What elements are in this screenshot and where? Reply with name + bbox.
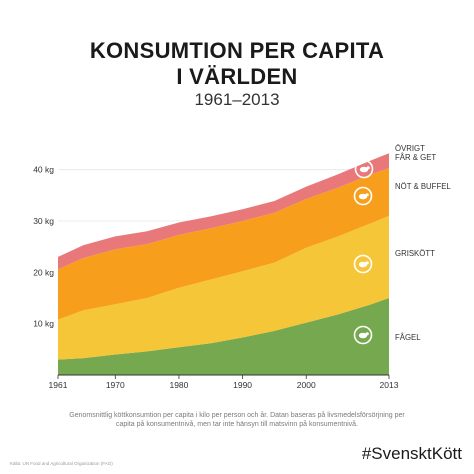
icon-head xyxy=(365,332,369,336)
icon-body xyxy=(359,166,369,173)
icon-body xyxy=(358,332,368,339)
hashtag: #SvensktKött xyxy=(361,444,462,463)
icon-body xyxy=(358,261,368,268)
label-not-buffel: NÖT & BUFFEL xyxy=(395,182,451,191)
sheep-icon xyxy=(354,159,374,179)
icon-body xyxy=(358,193,368,200)
chart-caption: Genomsnittlig köttkonsumtion per capita … xyxy=(69,412,405,428)
title-line-2: I VÄRLDEN xyxy=(176,64,298,89)
x-tick-label: 2000 xyxy=(297,380,316,390)
chart-title: KONSUMTION PER CAPITA I VÄRLDEN xyxy=(0,38,474,90)
x-tick-label: 1990 xyxy=(233,380,252,390)
icon-head xyxy=(365,193,369,197)
area-griskött xyxy=(58,215,389,360)
y-tick-label: 10 kg xyxy=(33,319,54,329)
area-series xyxy=(58,153,389,375)
icon-head xyxy=(366,166,370,170)
x-tick-label: 2013 xyxy=(380,380,399,390)
icon-head xyxy=(365,261,369,265)
icon-ring xyxy=(353,186,373,206)
icon-ring xyxy=(353,325,373,345)
x-tick-label: 1970 xyxy=(106,380,125,390)
source-note: Källa: UN Food and Agricultural Organiza… xyxy=(10,461,113,466)
chicken-icon xyxy=(353,325,373,345)
label-ovrigt-line-2: FÅR & GET xyxy=(395,153,436,162)
series-icons xyxy=(353,159,374,345)
axes: 10 kg 20 kg 30 kg 40 kg 1961 1970 1980 1990 2000… xyxy=(33,165,399,390)
chart-subtitle: 1961–2013 xyxy=(194,90,280,109)
title-line-1: KONSUMTION PER CAPITA xyxy=(89,38,385,63)
icon-ring xyxy=(353,254,373,274)
area-fågel xyxy=(58,298,389,375)
label-fagel: FÅGEL xyxy=(395,333,421,342)
label-griskott: GRISKÖTT xyxy=(395,249,435,258)
x-tick-label: 1961 xyxy=(49,380,68,390)
x-tick-label: 1980 xyxy=(169,380,188,390)
area-nöt-buffel xyxy=(58,168,389,320)
y-tick-label: 30 kg xyxy=(33,216,54,226)
label-ovrigt-line-1: ÖVRIGT xyxy=(395,144,425,153)
area-övrigt-får-get xyxy=(58,153,389,270)
y-tick-label: 20 kg xyxy=(33,267,54,277)
y-tick-label: 40 kg xyxy=(33,165,54,175)
cow-icon xyxy=(353,186,373,206)
icon-ring xyxy=(354,159,374,179)
pig-icon xyxy=(353,254,373,274)
